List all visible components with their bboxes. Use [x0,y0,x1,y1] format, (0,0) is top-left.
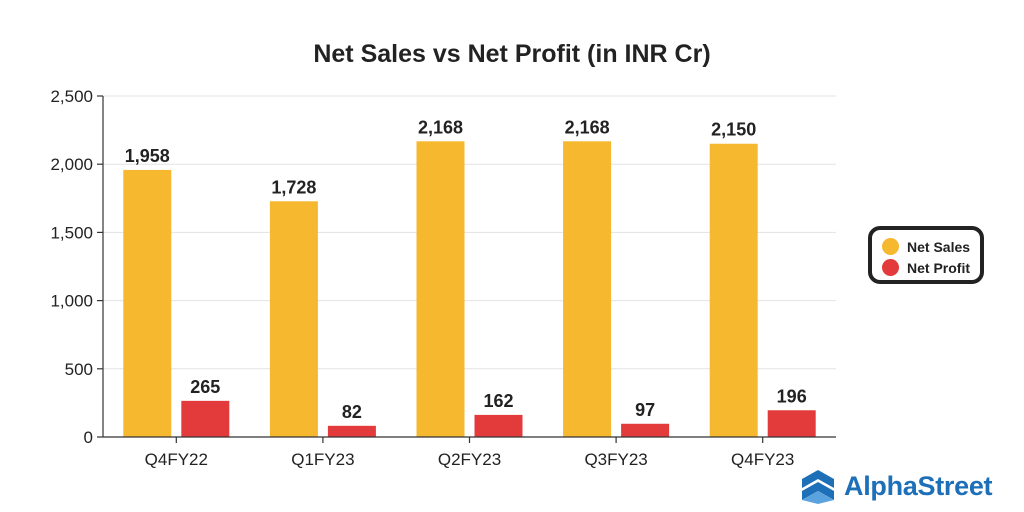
y-tick-label-500: 500 [65,360,93,379]
bar-net-profit-q3fy23 [621,423,670,437]
legend-swatch-net-sales [882,238,899,255]
alphastreet-logo-icon [802,470,834,504]
x-axis-ticks: Q4FY22 Q1FY23 Q2FY23 Q3FY23 Q4FY23 [145,437,794,469]
legend: Net Sales Net Profit [868,226,984,284]
data-label-net-sales-q4fy22: 1,958 [125,146,170,166]
chart-title: Net Sales vs Net Profit (in INR Cr) [313,40,710,68]
bar-net-profit-q1fy23 [327,425,376,437]
y-tick-label-2500: 2,500 [50,87,93,106]
bars [123,141,816,438]
data-label-net-profit-q4fy22: 265 [190,377,220,397]
legend-swatch-net-profit [882,259,899,276]
data-label-net-profit-q3fy23: 97 [635,400,655,420]
data-label-net-sales-q4fy23: 2,150 [711,120,756,140]
y-axis-ticks: 0 500 1,000 1,500 2,000 2,500 [50,87,103,447]
legend-item-net-profit: Net Profit [882,257,980,278]
data-label-net-sales-q1fy23: 1,728 [271,177,316,197]
brand-logo: AlphaStreet [800,466,993,506]
data-label-net-sales-q3fy23: 2,168 [565,117,610,137]
bar-net-profit-q2fy23 [474,414,523,437]
bar-net-profit-q4fy22 [181,400,230,437]
bar-net-sales-q4fy22 [123,169,172,437]
data-labels: 1,958 265 1,728 82 2,168 162 2,168 97 2,150 196 [125,117,807,422]
y-tick-label-2000: 2,000 [50,155,93,174]
x-tick-label-q1fy23: Q1FY23 [291,450,354,469]
legend-label-net-sales: Net Sales [907,238,971,255]
data-label-net-profit-q2fy23: 162 [483,391,513,411]
y-tick-label-1500: 1,500 [50,223,93,242]
legend-label-net-profit: Net Profit [907,259,970,276]
bar-net-sales-q2fy23 [416,141,465,438]
x-tick-label-q2fy23: Q2FY23 [438,450,501,469]
bar-net-sales-q3fy23 [563,141,612,438]
bar-net-sales-q1fy23 [269,201,318,437]
y-tick-label-1000: 1,000 [50,292,93,311]
x-tick-label-q4fy22: Q4FY22 [145,450,208,469]
data-label-net-sales-q2fy23: 2,168 [418,117,463,137]
data-label-net-profit-q4fy23: 196 [777,386,807,406]
x-tick-label-q4fy23: Q4FY23 [731,450,794,469]
y-tick-label-0: 0 [84,428,93,447]
bar-net-sales-q4fy23 [709,143,758,438]
legend-item-net-sales: Net Sales [882,236,980,257]
x-tick-label-q3fy23: Q3FY23 [584,450,647,469]
brand-name: AlphaStreet [844,470,993,501]
data-label-net-profit-q1fy23: 82 [342,402,362,422]
bar-net-profit-q4fy23 [767,410,816,437]
